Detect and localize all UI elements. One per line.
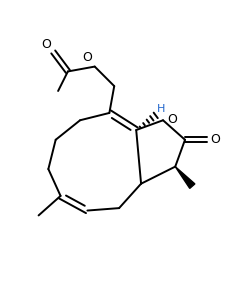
Text: O: O (82, 51, 92, 64)
Text: H: H (157, 104, 165, 114)
Polygon shape (175, 167, 195, 188)
Text: O: O (210, 133, 220, 146)
Text: O: O (41, 38, 51, 51)
Text: O: O (167, 113, 177, 125)
